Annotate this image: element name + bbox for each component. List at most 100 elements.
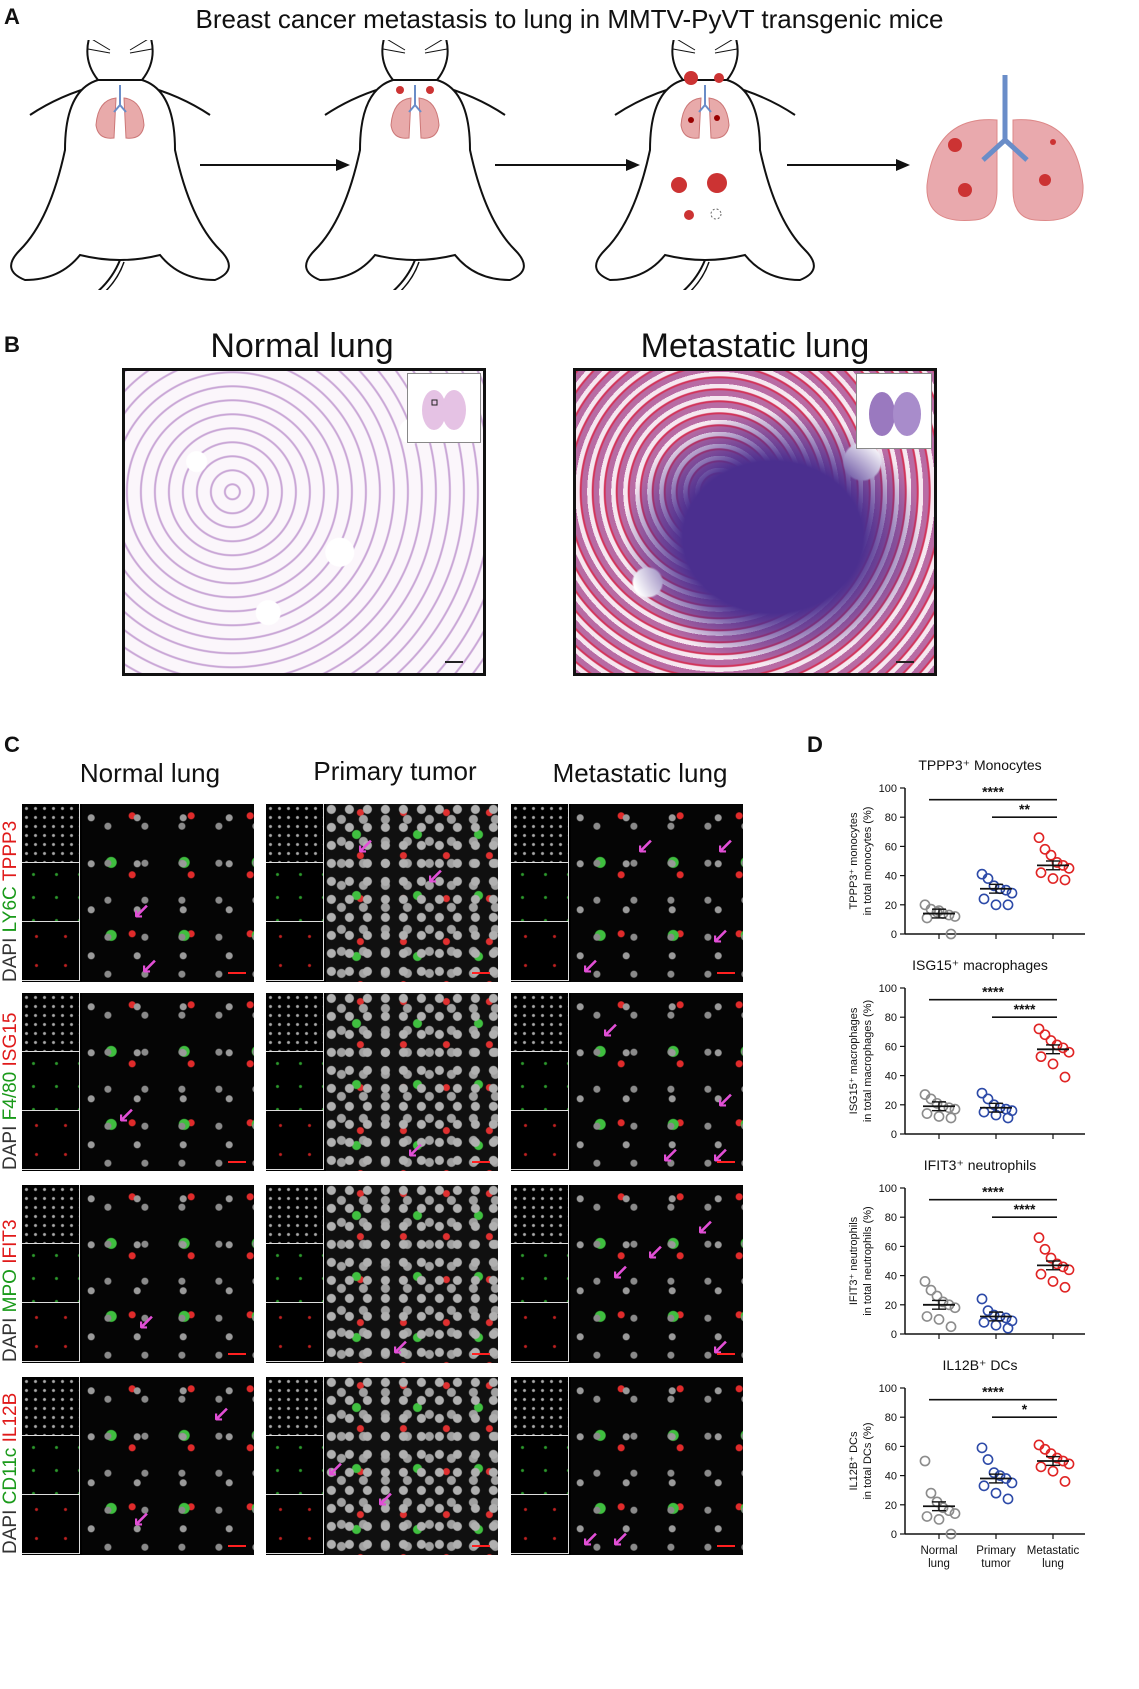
channel-subpanel [511,863,569,922]
row-label-isg15: DAPI F4/80 ISG15 [0,1012,21,1170]
data-point [943,909,955,921]
x-tick-label: Metastatic [1027,1545,1080,1557]
scale-bar [228,1161,246,1163]
data-point [1002,1112,1014,1124]
data-point [1039,843,1051,855]
data-point [990,1487,1002,1499]
data-point [1057,1261,1069,1273]
progression-arrow-2 [495,159,640,171]
cell-arrow-icon: ↙ [326,1457,345,1482]
data-point [1002,1493,1014,1505]
panel-c-col-primary: Primary tumor [313,756,477,786]
data-point [943,1102,955,1114]
dot-plot-1: TPPP3⁺ Monocytes TPPP3⁺ monocytes in total… [848,757,1085,941]
progression-arrow-1 [200,159,350,171]
panel-b-metastatic-title: Metastatic lung [640,327,870,365]
data-point [1000,1312,1012,1324]
data-point [945,1528,957,1540]
row-label-tppp3: DAPI LY6C TPPP3 [0,820,21,982]
data-point [919,1455,931,1467]
chart-title: ISG15⁺ macrophages [912,957,1048,973]
channel-subpanel [266,1185,324,1244]
x-tick-label: tumor [981,1558,1011,1570]
data-point [1047,873,1059,884]
merged-channel-image [571,993,743,1171]
scale-bar [445,661,463,663]
panel-a-label: A [4,4,20,29]
panel-b-normal-title: Normal lung [210,327,394,365]
cell-arrow-icon: ↙ [581,954,600,979]
data-point [933,1513,945,1525]
micrograph-tile: ↙ ↙ [22,1377,254,1555]
data-point [1059,874,1071,886]
x-tick-label: Primary [976,1545,1016,1557]
scale-bar [472,972,490,974]
data-point [1035,1268,1047,1280]
y-tick-label: 80 [885,1012,897,1024]
data-point [949,1103,961,1115]
cell-arrow-icon: ↙ [376,1487,395,1512]
data-point [1045,849,1057,861]
channel-subpanel [511,1052,569,1111]
y-axis-label-2: in total macrophages (%) [862,1000,874,1122]
y-axis-label: ISG15⁺ macrophages [848,1007,860,1114]
scale-bar [717,1545,735,1547]
y-axis-label-2: in total DCs (%) [862,1422,874,1499]
scale-bar [472,1545,490,1547]
channel-subpanel [22,1436,80,1495]
panel-d-label: D [807,732,823,757]
chart-title: IFIT3⁺ neutrophils [924,1157,1036,1173]
micrograph-tile: ↙ ↙ [266,804,498,982]
cell-arrow-icon: ↙ [132,899,151,924]
channel-subpanel [511,1495,569,1554]
scale-bar [228,1353,246,1355]
he-normal-lung-image [122,368,486,676]
panel-c-col-normal: Normal lung [79,758,221,788]
data-point [919,1276,931,1287]
data-point [1059,1071,1071,1083]
y-axis-label-2: in total monocytes (%) [862,807,874,916]
data-point [945,1112,957,1124]
y-tick-label: 0 [891,1129,897,1141]
channel-subpanel [22,863,80,922]
y-tick-label: 20 [885,1500,897,1512]
cell-arrow-icon: ↙ [581,1527,600,1552]
cell-arrow-icon: ↙ [137,1310,156,1335]
y-tick-label: 100 [879,1383,897,1395]
merged-channel-image [571,804,743,982]
data-point [1063,1458,1075,1470]
y-tick-label: 20 [885,1100,897,1112]
channel-subpanel [22,1377,80,1436]
data-point [1047,1276,1059,1287]
cell-arrow-icon: ↙ [611,1527,630,1552]
data-point [1063,1046,1075,1058]
x-tick-label: lung [1042,1558,1064,1570]
scale-bar [472,1161,490,1163]
y-tick-label: 100 [879,783,897,795]
scale-bar [717,1161,735,1163]
merged-channel-image [82,1185,254,1363]
data-point [1063,862,1075,874]
y-tick-label: 60 [885,1441,897,1453]
channel-subpanel [511,1377,569,1436]
significance-label: **** [1014,1201,1036,1217]
data-point [976,1293,988,1305]
data-point [1039,1029,1051,1041]
merged-channel-image [571,1377,743,1555]
y-tick-label: 40 [885,1271,897,1283]
chart-title: IL12B⁺ DCs [942,1357,1017,1373]
data-point [982,1454,994,1465]
data-point [990,1319,1002,1331]
data-point [978,1316,990,1328]
data-point [1033,832,1045,844]
panel-b-label: B [4,332,20,357]
channel-subpanel [511,1436,569,1495]
cell-arrow-icon: ↙ [711,924,730,949]
micrograph-tile: ↙ [22,1185,254,1363]
channel-subpanel [22,1052,80,1111]
data-point [976,1087,988,1099]
channel-subpanel [22,922,80,981]
significance-label: **** [982,1384,1004,1400]
cell-arrow-icon: ↙ [391,1335,410,1360]
